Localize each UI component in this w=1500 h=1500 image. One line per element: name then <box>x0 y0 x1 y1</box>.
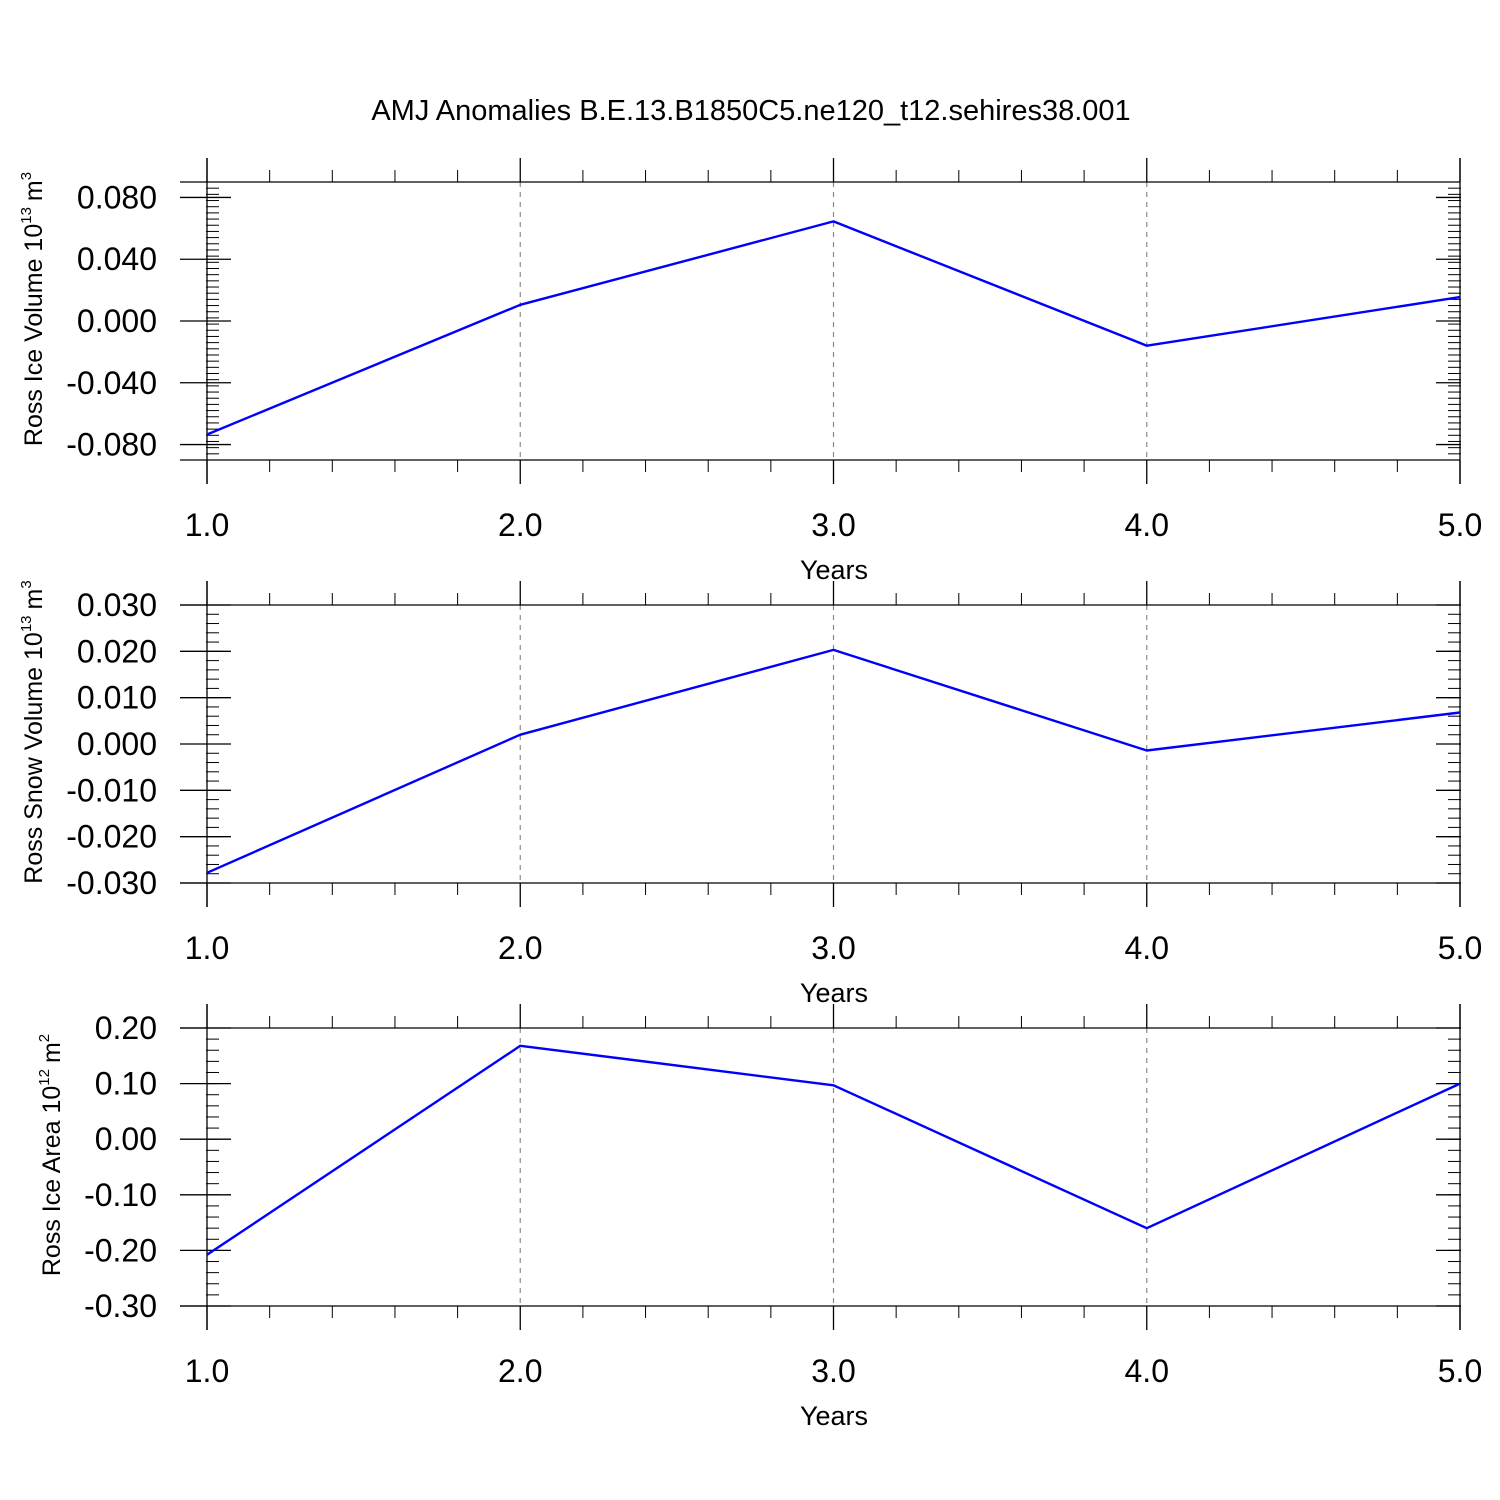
y-tick-label: 0.040 <box>77 241 157 277</box>
y-axis-title-unit: m <box>38 1042 66 1063</box>
x-tick-label: 1.0 <box>185 507 229 543</box>
panels: 1.0 2.0 3.0 4.0 5.0 Years 0.080 0.040 0.000 -0.04… <box>18 158 1482 1431</box>
x-tick-label: 2.0 <box>498 1353 542 1389</box>
y-tick-label: -0.10 <box>84 1177 157 1213</box>
y-axis-title-text: Ross Ice Area 10 <box>38 1086 66 1276</box>
chart-panel-3: 1.0 2.0 3.0 4.0 5.0 Years 0.20 0.10 0.00 -0.10 -0.… <box>36 1004 1482 1431</box>
y-axis-title-unit-exponent: 3 <box>18 580 35 588</box>
y-axis-title: Ross Ice Volume 1013 m3 <box>18 172 48 446</box>
x-tick-label: 3.0 <box>811 1353 855 1389</box>
y-tick-label: 0.010 <box>77 680 157 716</box>
x-tick-label: 5.0 <box>1438 1353 1482 1389</box>
data-line <box>206 1044 1461 1256</box>
x-axis-title: Years <box>800 555 868 585</box>
y-axis-title-text: Ross Snow Volume 10 <box>20 632 48 884</box>
data-line <box>206 220 1461 436</box>
x-axis-title: Years <box>800 978 868 1008</box>
y-axis-title-text: Ross Ice Volume 10 <box>20 224 48 446</box>
y-tick-label: -0.30 <box>84 1288 157 1324</box>
x-tick-label: 1.0 <box>185 930 229 966</box>
x-tick-label: 4.0 <box>1125 930 1169 966</box>
y-axis-title-unit-exponent: 2 <box>36 1034 53 1042</box>
y-axis-title-unit: m <box>20 180 48 201</box>
y-axis-title-unit-exponent: 3 <box>18 172 35 180</box>
x-tick-label: 5.0 <box>1438 930 1482 966</box>
y-tick-label: 0.00 <box>95 1121 157 1157</box>
y-axis-title-exponent: 12 <box>36 1069 53 1086</box>
y-tick-label: 0.020 <box>77 633 157 669</box>
chart-panel-2: 1.0 2.0 3.0 4.0 5.0 Years 0.030 0.020 0.010 0.000… <box>18 580 1482 1008</box>
y-tick-label: -0.020 <box>66 819 157 855</box>
y-tick-label: -0.20 <box>84 1232 157 1268</box>
y-axis-title: Ross Ice Area 1012 m2 <box>36 1034 66 1276</box>
x-tick-label: 3.0 <box>811 507 855 543</box>
x-axis-title: Years <box>800 1401 868 1431</box>
y-tick-label: -0.080 <box>66 427 157 463</box>
y-axis-title: Ross Snow Volume 1013 m3 <box>18 580 48 883</box>
x-tick-label: 4.0 <box>1125 507 1169 543</box>
y-tick-label: 0.000 <box>77 303 157 339</box>
x-tick-label: 3.0 <box>811 930 855 966</box>
chart-panel-1: 1.0 2.0 3.0 4.0 5.0 Years 0.080 0.040 0.000 -0.04… <box>18 158 1482 585</box>
y-axis-title-exponent: 13 <box>18 615 35 632</box>
y-axis-title-exponent: 13 <box>18 207 35 224</box>
x-tick-label: 2.0 <box>498 930 542 966</box>
y-tick-label: 0.10 <box>95 1066 157 1102</box>
x-tick-label: 1.0 <box>185 1353 229 1389</box>
y-tick-label: 0.20 <box>95 1010 157 1046</box>
x-tick-label: 5.0 <box>1438 507 1482 543</box>
y-tick-label: 0.000 <box>77 726 157 762</box>
y-axis-title-unit: m <box>20 589 48 610</box>
x-tick-label: 2.0 <box>498 507 542 543</box>
y-tick-label: -0.030 <box>66 865 157 901</box>
y-tick-label: -0.040 <box>66 365 157 401</box>
y-tick-label: 0.080 <box>77 179 157 215</box>
x-tick-label: 4.0 <box>1125 1353 1169 1389</box>
y-tick-label: -0.010 <box>66 772 157 808</box>
y-tick-label: 0.030 <box>77 587 157 623</box>
data-line <box>206 648 1461 874</box>
figure-title: AMJ Anomalies B.E.13.B1850C5.ne120_t12.s… <box>371 95 1130 127</box>
